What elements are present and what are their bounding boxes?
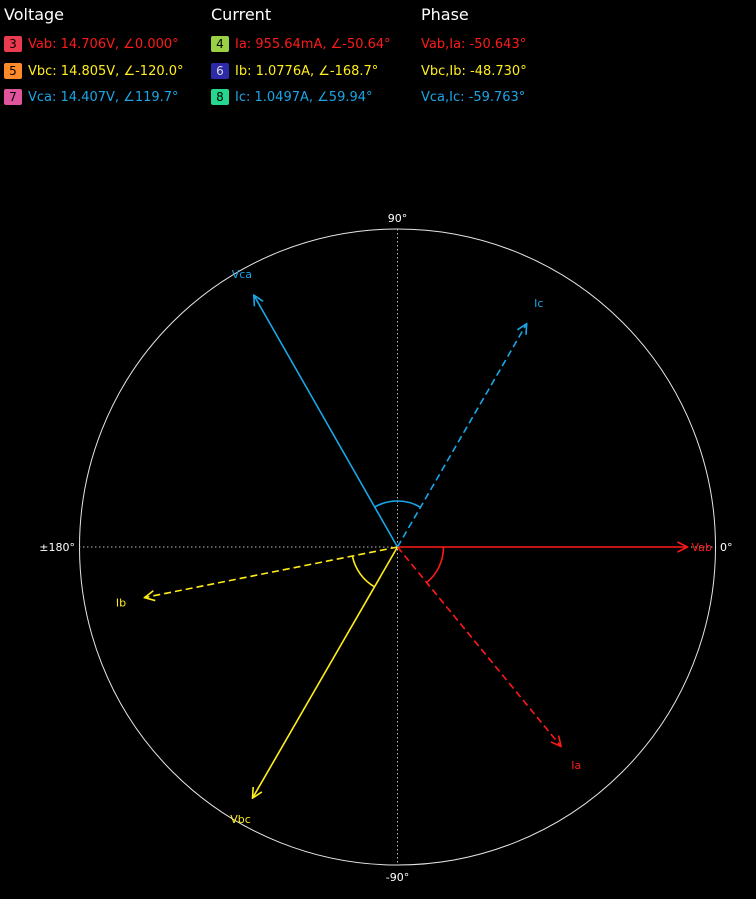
phasor-label-ib: Ib: [116, 596, 126, 609]
axis-label-180: ±180°: [39, 541, 75, 554]
phasor-ia: [396, 546, 562, 747]
current-row-ib: 6 Ib: 1.0776A, ∠-168.7°: [211, 62, 378, 80]
channel-badge: 7: [4, 89, 22, 105]
voltage-value: Vca: 14.407V, ∠119.7°: [28, 89, 179, 105]
phasor-label-vbc: Vbc: [230, 813, 251, 826]
current-header: Current: [211, 5, 272, 24]
phase-value: Vab,Ia: -50.643°: [421, 36, 527, 52]
axis-label-0: 0°: [720, 541, 733, 554]
axis-label-minus-90: -90°: [386, 871, 409, 884]
current-value: Ib: 1.0776A, ∠-168.7°: [235, 63, 379, 79]
phasor-label-ic: Ic: [534, 297, 543, 310]
voltage-header: Voltage: [4, 5, 65, 24]
phase-row-vab-ia: Vab,Ia: -50.643°: [421, 35, 526, 53]
channel-badge: 8: [211, 89, 229, 105]
phase-header: Phase: [421, 5, 469, 24]
phase-row-vca-ic: Vca,Ic: -59.763°: [421, 88, 525, 106]
phasor-label-vab: Vab: [692, 541, 712, 554]
phasor-label-vca: Vca: [232, 268, 252, 281]
current-row-ia: 4 Ia: 955.64mA, ∠-50.64°: [211, 35, 391, 53]
phase-arc-vca-ic: [374, 500, 421, 508]
phase-arc-vab-ia: [426, 546, 445, 584]
voltage-row-vca: 7 Vca: 14.407V, ∠119.7°: [4, 88, 179, 106]
phase-arc-vbc-ib: [351, 555, 375, 588]
phase-value: Vbc,Ib: -48.730°: [421, 63, 527, 79]
voltage-value: Vbc: 14.805V, ∠-120.0°: [28, 63, 184, 79]
phase-row-vbc-ib: Vbc,Ib: -48.730°: [421, 62, 527, 80]
phasor-vca: [254, 295, 399, 548]
voltage-row-vab: 3 Vab: 14.706V, ∠0.000°: [4, 35, 179, 53]
current-row-ic: 8 Ic: 1.0497A, ∠59.94°: [211, 88, 373, 106]
channel-badge: 6: [211, 63, 229, 79]
phasor-label-ia: Ia: [571, 759, 581, 772]
phase-value: Vca,Ic: -59.763°: [421, 89, 526, 105]
voltage-row-vbc: 5 Vbc: 14.805V, ∠-120.0°: [4, 62, 184, 80]
axis-label-90: 90°: [388, 212, 408, 225]
channel-badge: 4: [211, 36, 229, 52]
phasor-vbc: [253, 546, 399, 798]
voltage-value: Vab: 14.706V, ∠0.000°: [28, 36, 179, 52]
phasor-ib: [145, 546, 398, 598]
current-value: Ic: 1.0497A, ∠59.94°: [235, 89, 373, 105]
phasor-ic: [396, 324, 527, 548]
channel-badge: 5: [4, 63, 22, 79]
current-value: Ia: 955.64mA, ∠-50.64°: [235, 36, 391, 52]
channel-badge: 3: [4, 36, 22, 52]
